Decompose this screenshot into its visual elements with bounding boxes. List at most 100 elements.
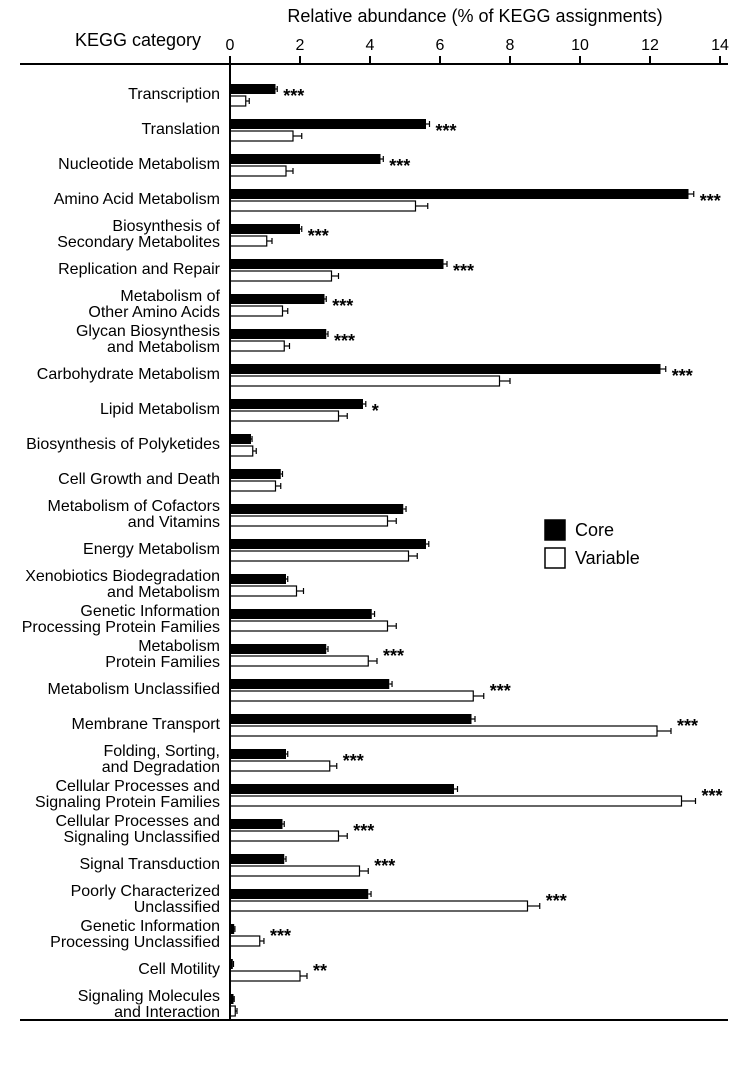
significance-label: ***	[546, 891, 567, 911]
legend: Core Variable	[545, 520, 640, 568]
bar-core	[230, 469, 281, 479]
bar-core	[230, 889, 368, 899]
bar-variable	[230, 341, 284, 351]
category-label: Metabolism of Cofactors	[47, 498, 220, 515]
category-label: Protein Families	[105, 654, 220, 671]
category-label: Processing Unclassified	[50, 934, 220, 951]
bar-core	[230, 84, 276, 94]
category-label: Lipid Metabolism	[100, 401, 220, 418]
chart-container: Relative abundance (% of KEGG assignment…	[0, 0, 750, 1073]
category-label: Cell Motility	[138, 961, 220, 978]
category-label: Poorly Characterized	[71, 883, 220, 900]
legend-label: Variable	[575, 548, 640, 568]
bar-variable	[230, 761, 330, 771]
bar-core	[230, 364, 661, 374]
bar-core	[230, 399, 363, 409]
category-label: Unclassified	[134, 899, 220, 916]
category-row: Nucleotide Metabolism***	[58, 154, 410, 176]
category-row: MetabolismProtein Families***	[105, 638, 404, 671]
bar-variable	[230, 516, 388, 526]
bar-variable	[230, 936, 260, 946]
bar-core	[230, 539, 426, 549]
significance-label: ***	[389, 156, 410, 176]
bar-variable	[230, 656, 368, 666]
bar-variable	[230, 621, 388, 631]
bar-core	[230, 189, 689, 199]
category-row: Genetic InformationProcessing Unclassifi…	[50, 918, 291, 951]
category-label: Cellular Processes and	[55, 778, 220, 795]
category-label: Translation	[141, 121, 220, 138]
significance-label: ***	[334, 331, 355, 351]
significance-label: ***	[453, 261, 474, 281]
category-row: Transcription***	[128, 84, 304, 106]
category-row: Cell Growth and Death	[58, 469, 282, 491]
x-tick-label: 4	[366, 37, 375, 54]
category-row: Biosynthesis of Polyketides	[26, 434, 256, 456]
bar-core	[230, 259, 444, 269]
category-label: Genetic Information	[80, 918, 220, 935]
chart-svg: Relative abundance (% of KEGG assignment…	[0, 0, 750, 1073]
bar-variable	[230, 201, 416, 211]
significance-label: ***	[700, 191, 721, 211]
x-tick-label: 8	[506, 37, 515, 54]
category-row: Folding, Sorting,and Degradation ***	[102, 743, 364, 776]
y-axis-title: KEGG category	[75, 30, 201, 50]
bar-variable	[230, 901, 528, 911]
category-label: and Degradation	[102, 759, 220, 776]
bar-variable	[230, 481, 276, 491]
category-label: Biosynthesis of Polyketides	[26, 436, 220, 453]
significance-label: **	[313, 961, 327, 981]
category-label: Biosynthesis of	[112, 218, 220, 235]
category-label: and Metabolism	[107, 584, 220, 601]
significance-label: ***	[436, 121, 457, 141]
category-label: Signal Transduction	[79, 856, 220, 873]
category-label: Secondary Metabolites	[57, 234, 220, 251]
category-row: Lipid Metabolism*	[100, 399, 379, 421]
bar-variable	[230, 691, 473, 701]
bar-variable	[230, 271, 332, 281]
category-row: Replication and Repair***	[58, 259, 474, 281]
bar-variable	[230, 866, 360, 876]
category-row: Energy Metabolism	[83, 539, 429, 561]
bar-core	[230, 434, 251, 444]
category-row: Genetic InformationProcessing Protein Fa…	[22, 603, 397, 636]
category-label: Metabolism of	[120, 288, 220, 305]
bar-variable	[230, 726, 657, 736]
category-label: Cellular Processes and	[55, 813, 220, 830]
bar-core	[230, 504, 403, 514]
x-tick-label: 14	[711, 37, 729, 54]
bar-variable	[230, 831, 339, 841]
x-axis-title: Relative abundance (% of KEGG assignment…	[287, 6, 662, 26]
bar-core	[230, 119, 426, 129]
bar-variable	[230, 166, 286, 176]
category-label: Carbohydrate Metabolism	[37, 366, 220, 383]
bar-variable	[230, 551, 409, 561]
category-row: Amino Acid Metabolism***	[54, 189, 721, 211]
bar-core	[230, 819, 283, 829]
significance-label: ***	[383, 646, 404, 666]
category-label: Metabolism Unclassified	[47, 681, 220, 698]
legend-swatch	[545, 520, 565, 540]
category-row: Cellular Processes andSignaling Protein …	[35, 778, 723, 811]
bar-variable	[230, 586, 297, 596]
bar-core	[230, 784, 454, 794]
category-label: Genetic Information	[80, 603, 220, 620]
bar-variable	[230, 236, 267, 246]
x-tick-label: 12	[641, 37, 659, 54]
bar-core	[230, 644, 326, 654]
category-label: Energy Metabolism	[83, 541, 220, 558]
significance-label: ***	[343, 751, 364, 771]
bar-variable	[230, 971, 300, 981]
bar-core	[230, 154, 381, 164]
category-label: Folding, Sorting,	[103, 743, 220, 760]
significance-label: ***	[270, 926, 291, 946]
bar-core	[230, 609, 372, 619]
x-tick-label: 6	[436, 37, 445, 54]
category-row: Carbohydrate Metabolism***	[37, 364, 693, 386]
category-row: Metabolism of Cofactorsand Vitamins	[47, 498, 406, 531]
legend-label: Core	[575, 520, 614, 540]
x-tick-label: 10	[571, 37, 589, 54]
bar-variable	[230, 411, 339, 421]
category-row: Membrane Transport***	[71, 714, 698, 736]
category-label: Glycan Biosynthesis	[76, 323, 220, 340]
